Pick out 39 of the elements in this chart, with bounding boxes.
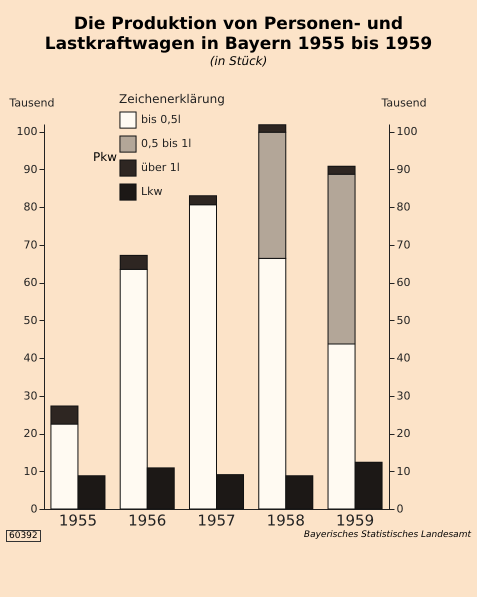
x-tick-label: 1958 — [266, 512, 305, 530]
y-tick-label: 80 — [24, 200, 38, 214]
x-tick-label: 1957 — [197, 512, 236, 530]
text: Bayerisches Statistisches Landesamt — [304, 530, 471, 542]
y-tick-label: 90 — [24, 162, 38, 176]
legend-label: Lkw — [141, 185, 162, 198]
y-tick-label: 40 — [24, 352, 38, 365]
y-tick-label: 70 — [24, 238, 38, 252]
y-tick-label: 10 — [24, 464, 38, 478]
chart-subtitle: (in Stück) — [208, 54, 268, 68]
y-tick-label: 20 — [24, 427, 38, 440]
y2-tick-label: 20 — [396, 427, 410, 440]
y2-tick-label: 50 — [396, 314, 410, 327]
x-tick-label: 1956 — [128, 512, 166, 530]
y2-tick-label: 10 — [396, 464, 410, 478]
legend-label: 0,5 bis 1l — [141, 137, 192, 150]
y-tick-label: 100 — [16, 125, 38, 138]
annotation: Pkw — [93, 150, 118, 164]
x-tick-label: 1959 — [336, 512, 374, 530]
legend-title: Zeichenerklärung — [119, 92, 225, 106]
y-tick-label: 30 — [24, 389, 38, 402]
y-axis-title: Tausend — [8, 96, 54, 110]
y2-tick-label: 70 — [396, 238, 410, 252]
legend-label: über 1l — [141, 161, 180, 174]
chart-title: Die Produktion von Personen- und Lastkraftwagen in Bayern 1955 bis 1959 — [44, 14, 434, 54]
y2-tick-label: 30 — [396, 389, 410, 402]
y2-tick-label: 0 — [396, 502, 404, 516]
legend-label: bis 0,5l — [141, 113, 181, 126]
y2-tick-label: 40 — [396, 352, 410, 365]
x-tick-label: 1955 — [58, 512, 98, 530]
y2-axis-title: Tausend — [380, 96, 427, 110]
y2-tick-label: 60 — [396, 276, 410, 290]
y-tick-label: 60 — [24, 276, 38, 290]
y2-tick-label: 80 — [396, 200, 410, 214]
y2-tick-label: 90 — [396, 162, 410, 176]
y2-tick-label: 100 — [396, 125, 418, 138]
y-tick-label: 50 — [24, 314, 38, 327]
text: 60392 — [6, 530, 41, 542]
y-tick-label: 0 — [30, 502, 38, 516]
